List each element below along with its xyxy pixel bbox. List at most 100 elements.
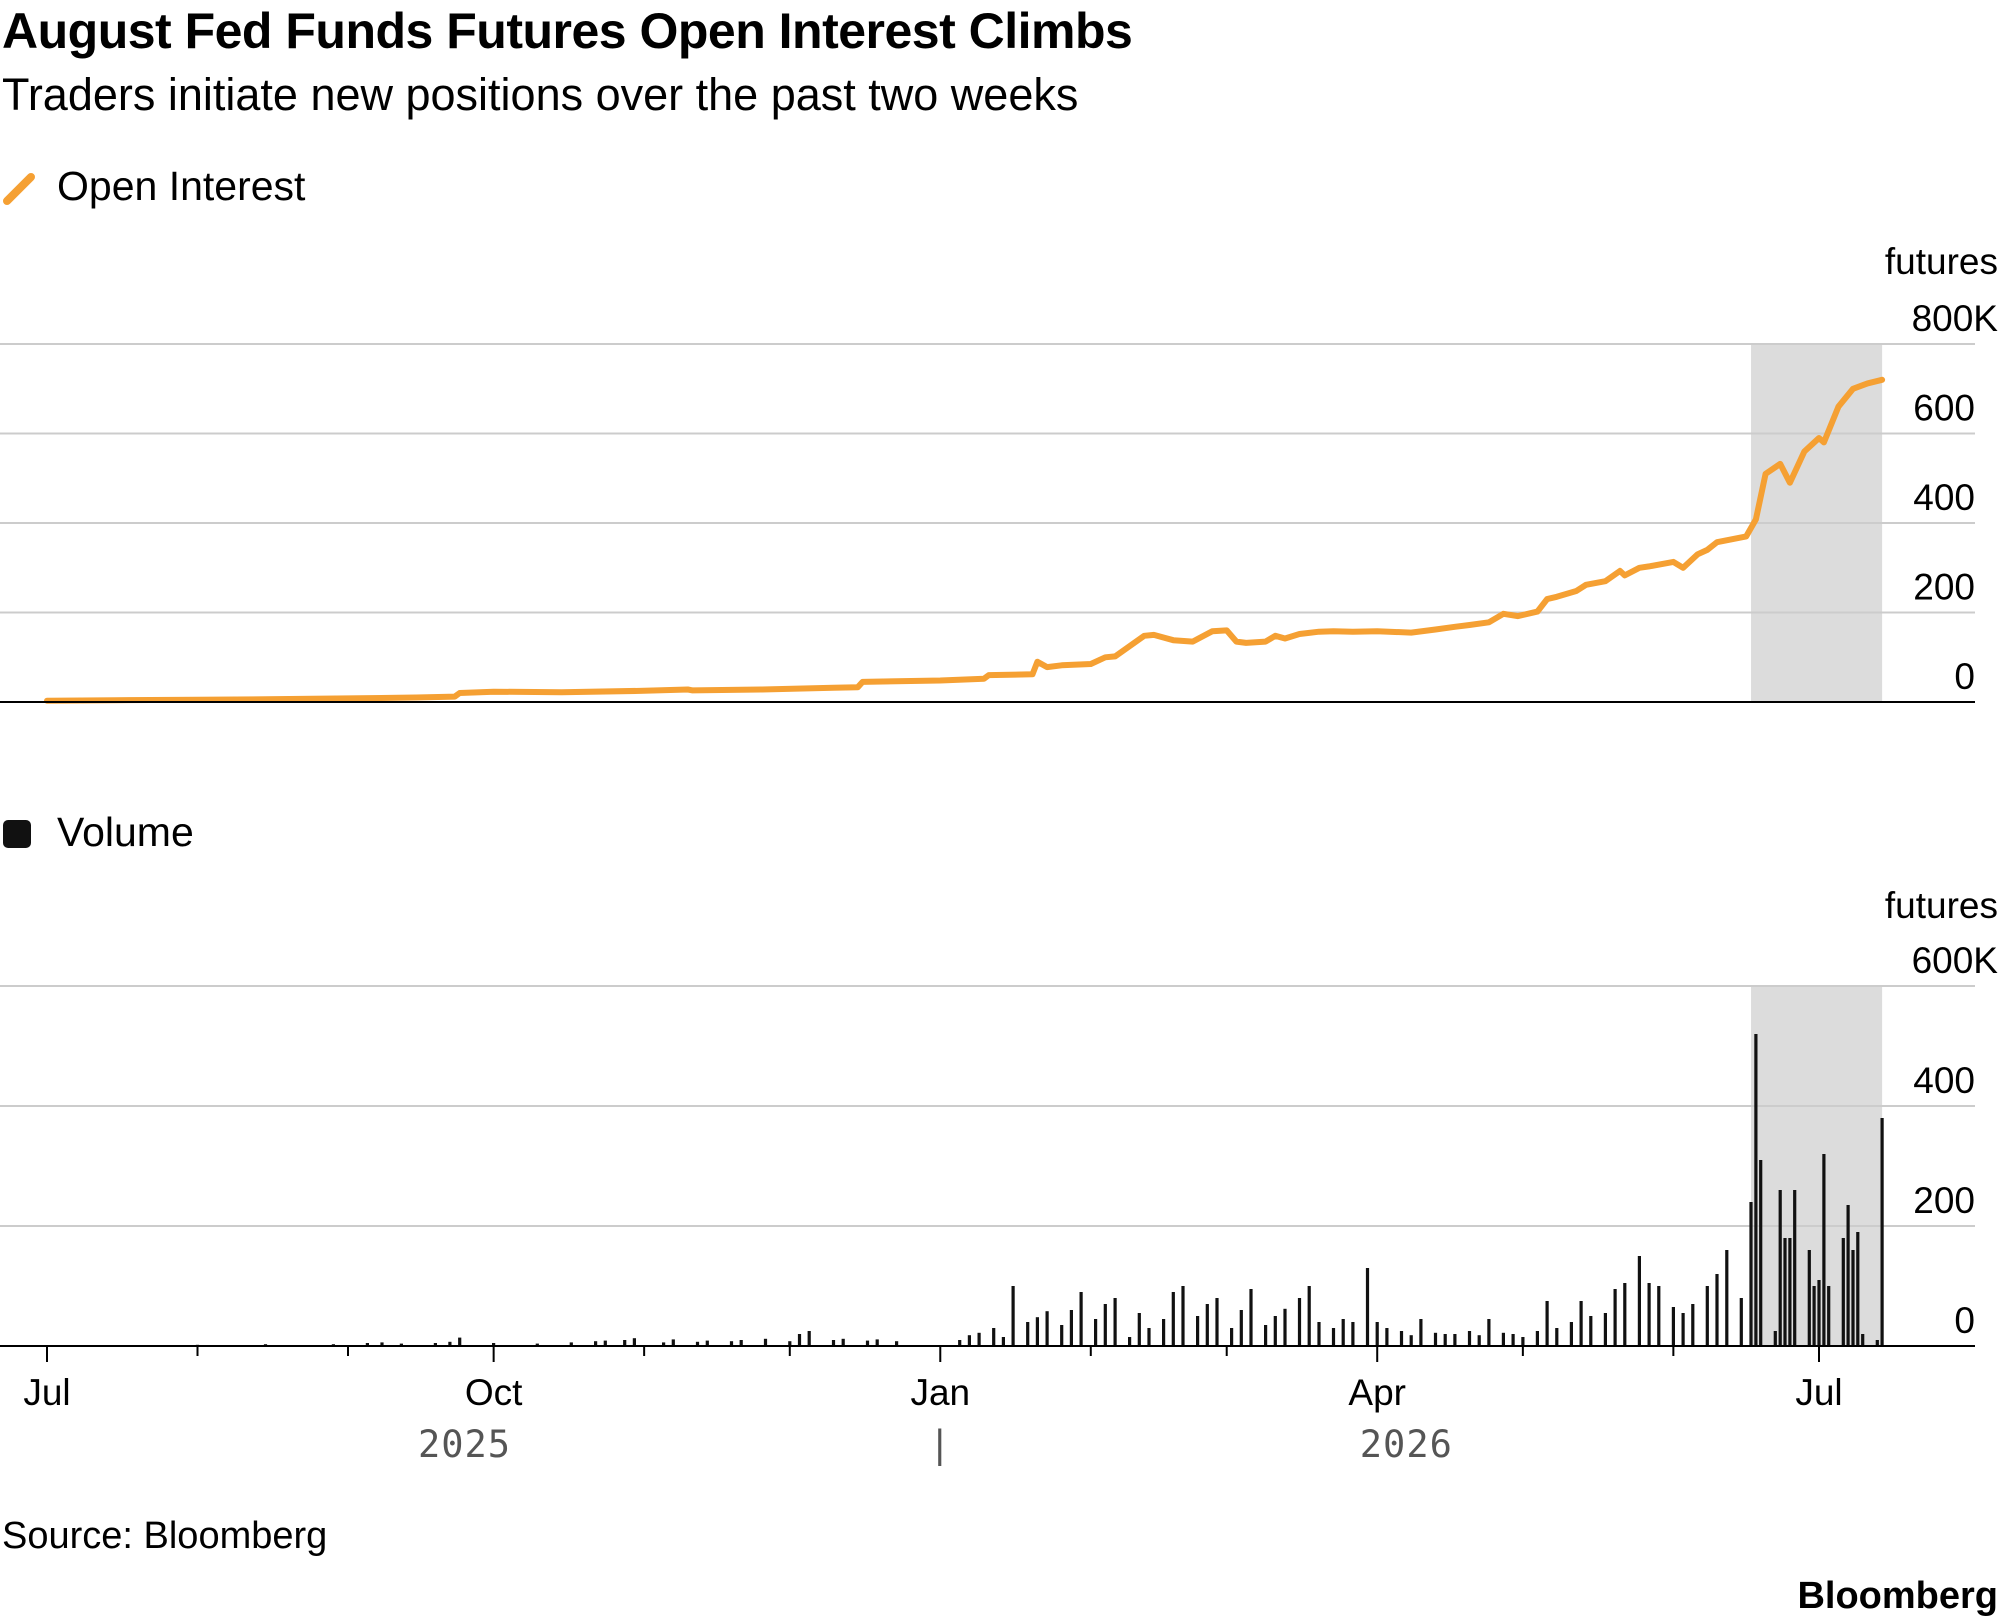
volume-bar <box>1409 1335 1413 1346</box>
volume-bar <box>448 1341 452 1346</box>
volume-bar <box>875 1339 879 1346</box>
volume-bar <box>1026 1322 1030 1346</box>
volume-bar <box>1569 1322 1573 1346</box>
x-axis: Jul Oct Jan Apr Jul 2025 2026 | <box>23 1346 1843 1466</box>
volume-bar <box>1297 1298 1302 1346</box>
open-interest-line <box>44 376 1886 704</box>
volume-bar <box>1103 1304 1107 1346</box>
volume-bar <box>1778 1190 1782 1346</box>
volume-bar <box>1535 1331 1539 1346</box>
volume-bar <box>632 1338 636 1346</box>
open-interest-y-axis: futures 0 200 400 600 800K <box>1885 241 1998 697</box>
volume-bar <box>1230 1328 1234 1346</box>
volume-bar <box>399 1343 403 1346</box>
volume-swatch-icon <box>3 820 31 848</box>
volume-bar <box>895 1341 899 1346</box>
volume-bar <box>1705 1286 1709 1346</box>
volume-bar <box>1264 1325 1268 1346</box>
volume-y-tick-label: 0 <box>1954 1300 1975 1341</box>
volume-bar <box>1807 1250 1811 1346</box>
volume-bar <box>1613 1289 1617 1346</box>
volume-bar <box>1239 1310 1243 1346</box>
open-interest-y-tick-label: 200 <box>1913 567 1975 608</box>
volume-bar <box>841 1338 845 1346</box>
volume-bar <box>831 1340 836 1346</box>
volume-y-tick-label: 400 <box>1913 1060 1975 1101</box>
volume-bar <box>1657 1286 1661 1346</box>
volume-bar <box>1419 1319 1423 1346</box>
volume-bar <box>1331 1328 1336 1346</box>
volume-bar <box>1875 1340 1879 1346</box>
volume-bar <box>1749 1202 1753 1346</box>
x-year-label: 2025 <box>418 1423 511 1466</box>
volume-bar <box>797 1334 802 1346</box>
volume-bar <box>1147 1328 1151 1346</box>
volume-bar <box>1011 1286 1015 1346</box>
volume-bar <box>1351 1322 1355 1346</box>
volume-bar <box>1725 1250 1729 1346</box>
legend-open-interest-label: Open Interest <box>57 163 306 209</box>
volume-bar <box>1691 1304 1695 1346</box>
x-tick-label: Jul <box>1795 1372 1842 1413</box>
volume-chart: futures 0 200 400 600K <box>0 885 1998 1347</box>
volume-bar <box>1477 1335 1481 1346</box>
volume-bar <box>763 1338 768 1346</box>
x-year-label: 2026 <box>1360 1423 1453 1466</box>
volume-bar <box>1196 1316 1200 1346</box>
open-interest-unit-label: futures <box>1885 241 1998 282</box>
volume-bars <box>195 1034 1884 1346</box>
volume-bar <box>1545 1301 1549 1346</box>
volume-bar <box>594 1341 598 1346</box>
volume-bar <box>365 1343 369 1346</box>
legend-volume: Volume <box>3 809 194 855</box>
volume-bar <box>1788 1238 1792 1346</box>
volume-bar <box>1341 1319 1345 1346</box>
volume-gridlines <box>0 985 1975 1227</box>
volume-bar <box>1487 1319 1491 1346</box>
volume-bar <box>1501 1332 1505 1346</box>
volume-bar <box>1273 1316 1277 1346</box>
volume-bar <box>1128 1337 1132 1346</box>
volume-bar <box>1433 1332 1438 1346</box>
volume-bar <box>1681 1313 1685 1346</box>
volume-bar <box>1793 1190 1797 1346</box>
x-year-divider: | <box>929 1423 952 1466</box>
volume-bar <box>1822 1154 1826 1346</box>
open-interest-y-tick-label: 0 <box>1954 656 1975 697</box>
volume-bar <box>788 1341 792 1346</box>
volume-bar <box>1579 1301 1583 1346</box>
volume-bar <box>1647 1283 1651 1346</box>
volume-bar <box>1841 1238 1845 1346</box>
volume-bar <box>739 1340 743 1346</box>
volume-bar <box>1715 1274 1719 1346</box>
volume-bar <box>1069 1310 1073 1346</box>
volume-bar <box>1045 1311 1049 1346</box>
x-tick-label: Jan <box>910 1372 970 1413</box>
volume-bar <box>1880 1118 1884 1346</box>
volume-bar <box>662 1342 666 1346</box>
volume-bar <box>623 1340 627 1346</box>
volume-bar <box>671 1339 675 1346</box>
volume-bar <box>458 1337 462 1346</box>
volume-bar <box>1555 1328 1559 1346</box>
volume-bar <box>1365 1268 1370 1346</box>
volume-bar <box>1375 1322 1379 1346</box>
volume-bar <box>695 1341 700 1346</box>
volume-bar <box>1521 1337 1525 1346</box>
chart-subtitle: Traders initiate new positions over the … <box>2 69 1078 120</box>
volume-bar <box>1827 1286 1831 1346</box>
volume-bar <box>1817 1280 1821 1346</box>
volume-unit-label: futures <box>1885 885 1998 926</box>
bloomberg-logo: Bloomberg <box>1797 1575 1998 1617</box>
open-interest-y-tick-label: 800K <box>1912 298 1999 339</box>
volume-bar <box>1856 1232 1860 1346</box>
volume-bar <box>1385 1328 1389 1346</box>
x-tick-label: Oct <box>465 1372 523 1413</box>
volume-bar <box>1671 1307 1675 1346</box>
x-tick-label: Jul <box>23 1372 70 1413</box>
volume-bar <box>992 1328 996 1346</box>
volume-bar <box>1851 1250 1855 1346</box>
volume-bar <box>1079 1292 1083 1346</box>
